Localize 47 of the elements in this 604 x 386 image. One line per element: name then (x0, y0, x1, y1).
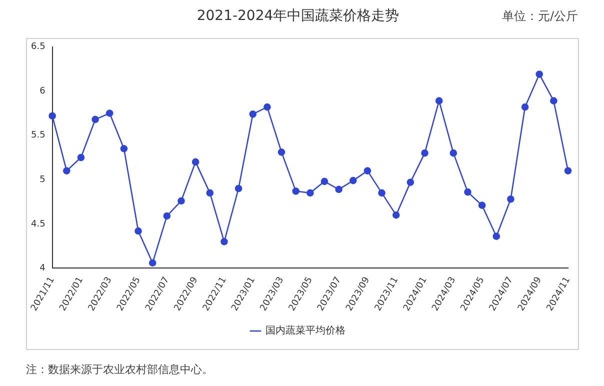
point (335, 186, 342, 194)
y-tick-label: 5.5 (30, 130, 46, 141)
point (464, 188, 472, 196)
point (421, 149, 428, 157)
point (378, 189, 386, 197)
point (550, 97, 558, 104)
y-tick-label: 4.5 (30, 219, 46, 230)
point (349, 176, 357, 184)
point (492, 232, 500, 240)
point (77, 154, 85, 162)
y-tick-label: 4 (40, 264, 46, 274)
point (292, 188, 300, 195)
text: 注：数据来源于农业农村部信息中心。 (26, 362, 213, 376)
point (450, 149, 458, 157)
point (134, 227, 142, 235)
point (106, 110, 114, 117)
point (264, 103, 271, 111)
point (406, 178, 414, 186)
point (48, 112, 56, 120)
point (234, 184, 242, 192)
chart-title: 2021-2024年中国蔬菜价格走势 (196, 8, 400, 24)
point (320, 178, 328, 186)
point (435, 97, 443, 104)
y-tick-label: 5 (40, 174, 46, 185)
point (278, 148, 286, 156)
point (206, 189, 214, 197)
legend-label: 国内蔬菜平均价格 (266, 324, 346, 337)
y-tick-label: 6 (40, 86, 46, 96)
point (306, 189, 314, 197)
point (507, 195, 514, 203)
point (564, 167, 572, 174)
point (148, 259, 156, 267)
point (536, 70, 543, 78)
point (178, 197, 185, 205)
y-tick-label: 6.5 (30, 42, 46, 52)
point (364, 167, 372, 174)
point (120, 145, 128, 152)
point (249, 110, 257, 118)
point (521, 103, 529, 111)
point (92, 116, 99, 124)
point (220, 238, 228, 246)
text: 单位：元/公斤 (502, 9, 578, 24)
point (192, 158, 200, 166)
point (392, 211, 400, 219)
point (62, 167, 70, 174)
point (478, 202, 486, 209)
point (163, 212, 171, 220)
